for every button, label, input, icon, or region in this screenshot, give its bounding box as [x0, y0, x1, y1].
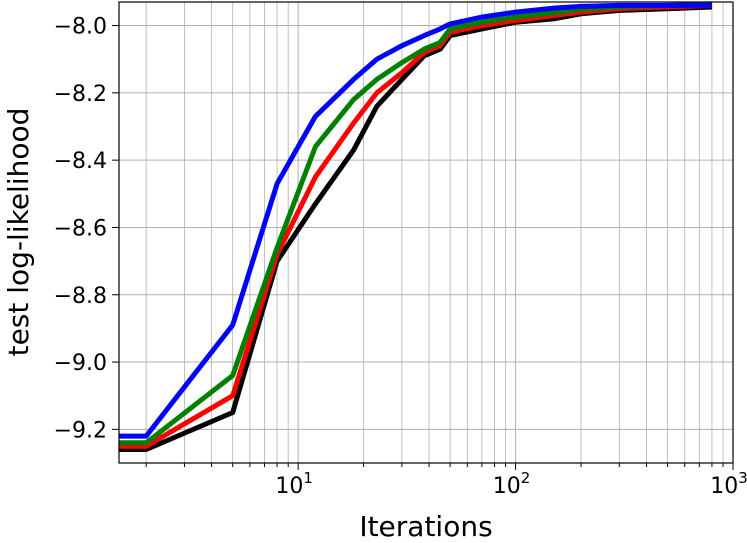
plot-frame [118, 1, 734, 464]
x-tick-label: 102 [493, 469, 531, 499]
series-line-2 [119, 2, 712, 449]
y-axis-title: test log-likelihood [2, 108, 35, 357]
y-tick-label: −8.4 [54, 149, 107, 174]
series-lines [119, 1, 712, 452]
grid-lines [119, 2, 734, 463]
y-tick-label: −8.0 [54, 15, 107, 40]
x-axis-title: Iterations [359, 510, 492, 543]
series-line-1 [119, 4, 712, 452]
x-tick-label: 103 [710, 469, 747, 499]
y-tick-label: −9.2 [54, 418, 107, 443]
y-tick-label: −9.0 [54, 351, 107, 376]
x-axis-ticks: 101 102 103 [145, 463, 747, 499]
x-tick-label: 101 [275, 469, 313, 499]
y-tick-label: −8.8 [54, 284, 107, 309]
y-tick-label: −8.2 [54, 82, 107, 107]
series-line-4 [119, 2, 712, 439]
series-line-3 [119, 1, 712, 446]
y-axis-ticks: −8.0 −8.2 −8.4 −8.6 −8.8 −9.0 −9.2 [54, 15, 119, 443]
y-tick-label: −8.6 [54, 216, 107, 241]
